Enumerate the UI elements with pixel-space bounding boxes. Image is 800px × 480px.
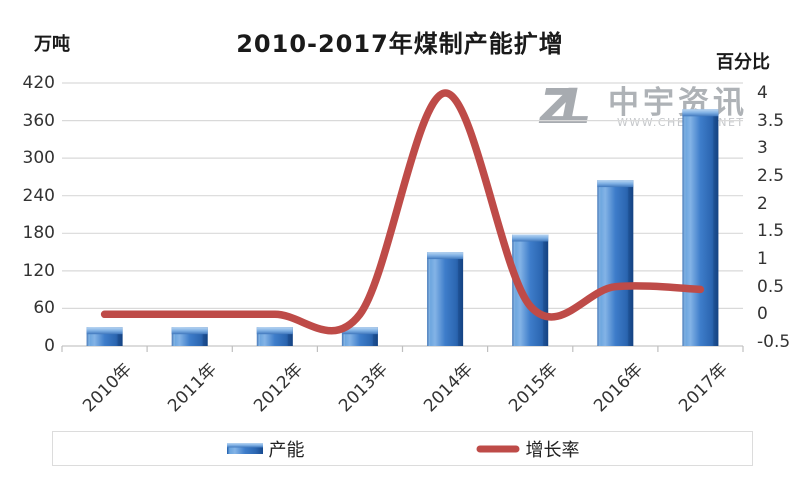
x-axis-tick-marks xyxy=(61,346,744,352)
legend: 产能 增长率 xyxy=(52,431,753,466)
left-tick-360: 360 xyxy=(22,110,55,131)
watermark-url: WWW.CHEM99.NET xyxy=(617,116,745,129)
right-tick-0: 0 xyxy=(757,304,768,325)
left-tick-240: 240 xyxy=(22,185,55,206)
right-tick-4: 4 xyxy=(757,83,768,103)
legend-item-growth: 增长率 xyxy=(475,436,580,462)
watermark-logo: ZL xyxy=(538,79,589,135)
bar-2013年 xyxy=(341,327,378,346)
left-tick-60: 60 xyxy=(33,298,55,319)
bar-2011年 xyxy=(171,327,208,346)
legend-label-growth: 增长率 xyxy=(525,439,580,461)
bar-2016年 xyxy=(597,180,634,346)
left-tick-300: 300 xyxy=(22,148,55,169)
line-swatch-icon xyxy=(476,445,519,452)
right-tick-1.5: 1.5 xyxy=(757,221,785,242)
bar-series xyxy=(86,109,719,346)
right-tick--0.5: -0.5 xyxy=(757,332,791,352)
right-tick-0.5: 0.5 xyxy=(757,276,785,297)
left-tick-420: 420 xyxy=(22,73,55,93)
chart-title: 2010-2017年煤制产能扩增 xyxy=(236,30,564,58)
right-tick-3.5: 3.5 xyxy=(757,110,785,131)
legend-label-capacity: 产能 xyxy=(268,439,305,461)
left-tick-0: 0 xyxy=(44,336,55,356)
bar-2010年 xyxy=(86,327,123,346)
left-tick-180: 180 xyxy=(22,223,55,244)
right-tick-3: 3 xyxy=(757,138,768,159)
right-axis-title: 百分比 xyxy=(716,52,770,73)
left-axis-title: 万吨 xyxy=(34,34,70,55)
left-tick-120: 120 xyxy=(22,260,55,281)
bar-2012年 xyxy=(256,327,293,346)
legend-item-capacity: 产能 xyxy=(226,436,305,462)
watermark-brand: 中宇资讯 xyxy=(608,85,748,121)
right-tick-2: 2 xyxy=(757,193,768,214)
line-series xyxy=(100,89,705,335)
right-tick-1: 1 xyxy=(757,249,768,269)
bar-swatch-icon xyxy=(226,443,263,454)
bar-2014年 xyxy=(427,252,464,346)
bar-2017年 xyxy=(682,109,719,346)
right-tick-2.5: 2.5 xyxy=(757,166,785,186)
